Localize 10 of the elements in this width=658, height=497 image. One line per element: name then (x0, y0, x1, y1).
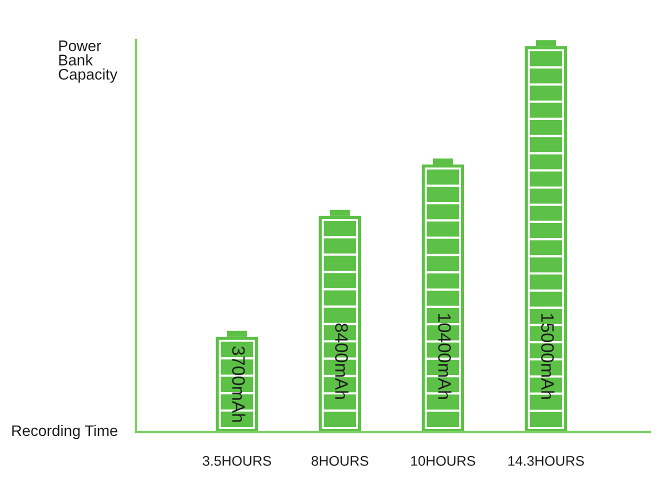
x-tick-label: 10HOURS (411, 456, 476, 466)
data-label: 8400mAh (335, 324, 348, 399)
x-axis-title: Recording Time (12, 424, 118, 440)
x-tick-label: 8HOURS (312, 456, 368, 466)
x-tick-label: 3.5HOURS (202, 456, 272, 466)
data-label: 10400mAh (438, 314, 452, 399)
x-tick-label: 14.3HOURS (508, 456, 584, 466)
data-label: 15000mAh (541, 314, 554, 399)
y-axis-title: Power Bank Capacity (58, 40, 118, 83)
data-label: 3700mAh (232, 346, 246, 422)
